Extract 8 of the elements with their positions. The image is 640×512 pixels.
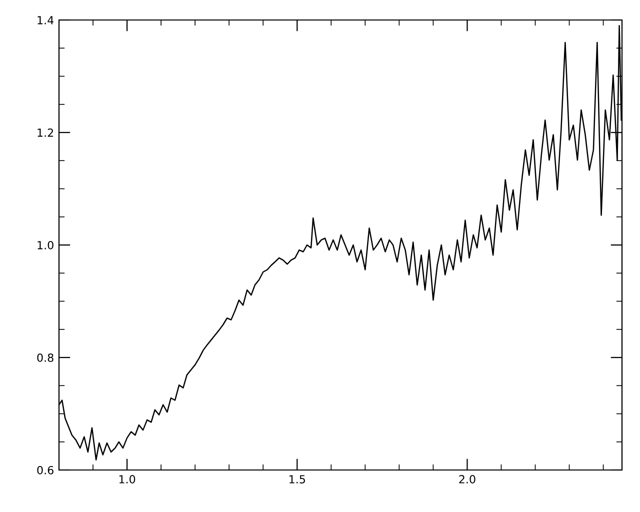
y-tick-label: 1.4 (38, 16, 54, 24)
y-tick-label: 0.6 (37, 466, 54, 474)
x-tick-label: 1.0 (119, 475, 136, 484)
y-tick-label: 1.0 (38, 240, 54, 250)
x-tick-label: 2.0 (459, 475, 476, 484)
y-tick-label: 0.8 (37, 353, 54, 362)
x-tick-label: 1.5 (290, 475, 305, 484)
y-tick-label: 1.2 (38, 128, 54, 137)
